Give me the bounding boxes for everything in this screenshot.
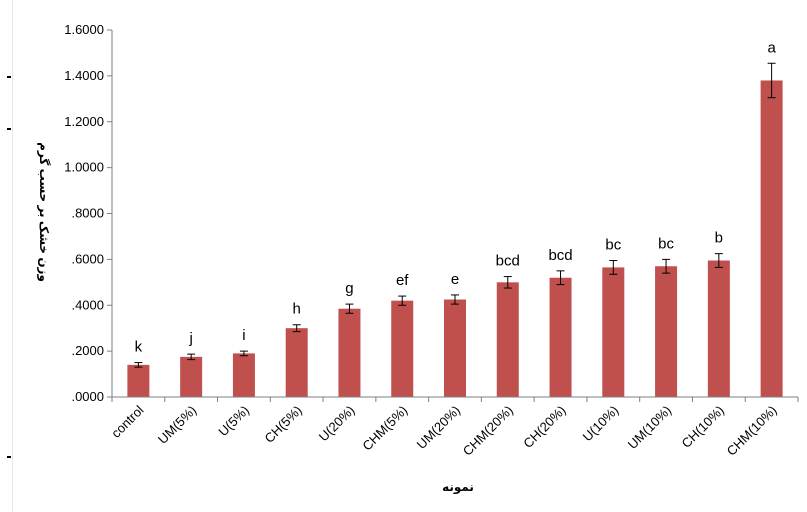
y-tick-label: 1.0000	[64, 160, 104, 175]
y-axis-title: وزن خشک بر حسب گرم	[36, 142, 51, 282]
error-bars	[134, 62, 776, 368]
significance-letter: a	[767, 39, 776, 56]
bar	[549, 277, 572, 397]
significance-letter: k	[135, 339, 143, 356]
significance-letter: bc	[605, 237, 621, 254]
x-axis-title: نمونه	[442, 480, 474, 495]
significance-letter: b	[715, 230, 723, 247]
significance-letter: ef	[396, 272, 409, 289]
significance-letter: bc	[658, 235, 674, 252]
bar	[127, 364, 150, 397]
category-label: CHM(10%)	[724, 403, 780, 459]
significance-letters: k j i h g ef e bcd bcd bc bc b a	[135, 39, 777, 355]
bar	[444, 299, 466, 397]
category-label: UM(20%)	[414, 403, 463, 452]
category-label: control	[108, 402, 146, 440]
y-tick-label: 1.4000	[64, 68, 104, 83]
category-label: CH(5%)	[262, 403, 305, 446]
bar	[285, 328, 308, 397]
significance-letter: bcd	[496, 253, 520, 270]
bar	[338, 308, 361, 397]
significance-letter: j	[188, 330, 192, 347]
left-margin-mark	[7, 128, 11, 130]
category-label: CHM(5%)	[359, 403, 410, 454]
significance-letter: e	[451, 271, 459, 288]
bar	[391, 300, 414, 397]
category-label: UM(5%)	[155, 403, 199, 447]
category-label: CHM(20%)	[460, 403, 516, 459]
category-label: U(10%)	[580, 403, 622, 445]
y-axis-ticks: .0000 .2000 .4000 .6000 .8000 1.0000 1.2000 1.4…	[64, 22, 799, 404]
bar	[232, 353, 255, 397]
y-tick-label: .2000	[71, 343, 104, 358]
bar	[760, 80, 783, 398]
significance-letter: i	[242, 327, 245, 344]
y-tick-label: 1.6000	[64, 22, 104, 37]
category-label: U(5%)	[215, 403, 252, 440]
category-label: UM(10%)	[625, 403, 674, 452]
significance-letter: g	[345, 280, 353, 297]
left-margin-rule	[12, 0, 13, 512]
y-tick-label: .4000	[71, 297, 104, 312]
category-label: CH(20%)	[520, 403, 568, 451]
bars	[127, 80, 783, 398]
bar	[707, 260, 730, 397]
left-margin-mark	[7, 76, 11, 78]
x-axis-categories: control UM(5%) U(5%) CH(5%) U(20%) CHM(5%) UM(…	[108, 402, 779, 458]
left-margin-mark	[7, 456, 11, 458]
bar	[496, 282, 519, 397]
y-tick-label: .8000	[71, 206, 104, 221]
y-tick-label: 1.2000	[64, 114, 104, 129]
significance-letter: bcd	[548, 247, 572, 264]
bar	[655, 266, 678, 397]
bar	[180, 356, 203, 397]
y-tick-label: .0000	[71, 389, 104, 404]
significance-letter: h	[293, 301, 301, 318]
bar	[602, 267, 625, 397]
category-label: CH(10%)	[679, 403, 727, 451]
category-label: U(20%)	[316, 403, 358, 445]
y-tick-label: .6000	[71, 251, 104, 266]
